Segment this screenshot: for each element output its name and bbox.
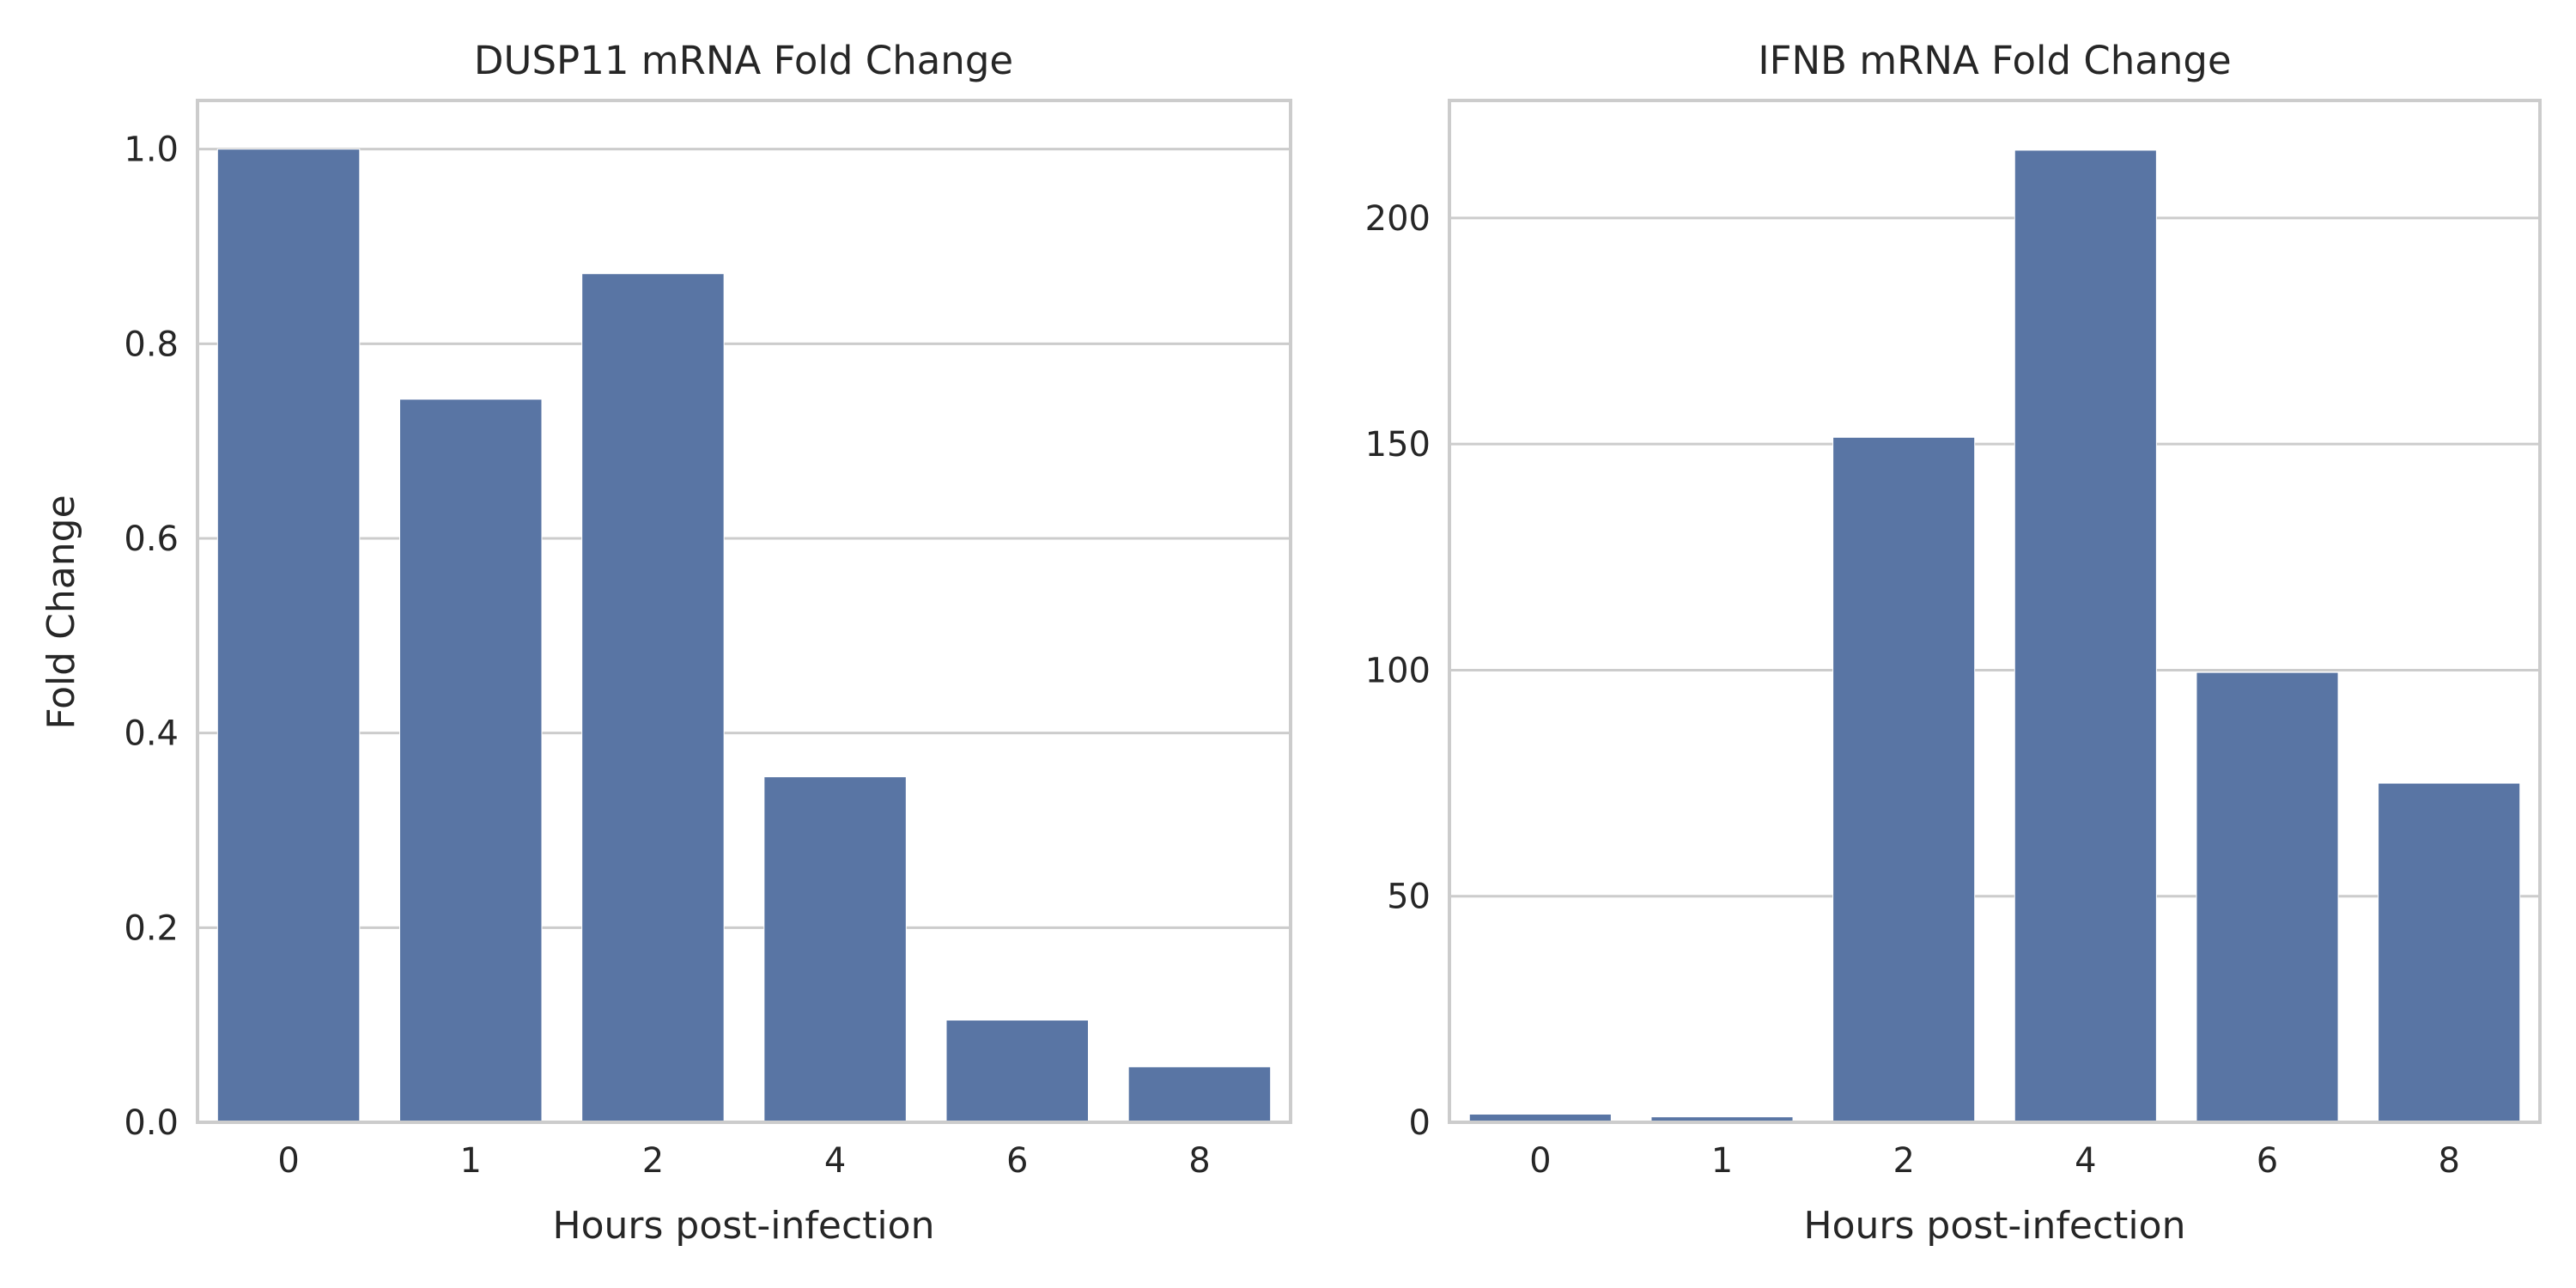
ifnb-bars <box>1468 149 2521 1123</box>
ifnb-y-tick-label: 200 <box>1365 199 1431 239</box>
dusp11-bar <box>399 398 543 1123</box>
ifnb-bar <box>2014 149 2157 1123</box>
dusp11-y-tick-label: 0.8 <box>124 325 179 364</box>
dusp11-bar <box>216 149 361 1123</box>
dusp11-x-tick-label: 2 <box>642 1141 664 1181</box>
dusp11-x-tick-label: 0 <box>277 1141 299 1181</box>
ifnb-x-axis-label: Hours post-infection <box>1804 1204 2186 1248</box>
ifnb-y-tick-label: 150 <box>1365 425 1431 465</box>
ifnb-x-tick-label: 6 <box>2257 1141 2278 1181</box>
ifnb-bar <box>1832 436 1976 1123</box>
ifnb-x-tick-label: 0 <box>1529 1141 1551 1181</box>
dusp11-x-tick-label: 1 <box>460 1141 482 1181</box>
dusp11-axes-spines <box>196 99 1292 1124</box>
dusp11-chart-title: DUSP11 mRNA Fold Change <box>474 38 1013 83</box>
dusp11-y-tick-label: 0.6 <box>124 519 179 559</box>
dusp11-y-axis-label: Fold Change <box>39 495 83 729</box>
dusp11-bar <box>1127 1066 1272 1123</box>
dusp11-y-tick-label: 1.0 <box>124 131 179 170</box>
dusp11-x-ticks: 0 1 2 4 6 8 <box>277 1141 1210 1181</box>
ifnb-y-tick-label: 0 <box>1409 1103 1431 1143</box>
dusp11-bar <box>581 273 725 1123</box>
ifnb-bar <box>2378 782 2521 1123</box>
dusp11-axes-frame <box>196 99 1292 1124</box>
dusp11-x-axis-label: Hours post-infection <box>553 1204 935 1248</box>
dusp11-bars <box>216 149 1272 1123</box>
ifnb-y-ticks: 0 50 100 150 200 <box>1365 199 1431 1143</box>
ifnb-y-tick-label: 50 <box>1387 878 1431 917</box>
dusp11-bar <box>763 776 907 1123</box>
dusp11-x-tick-label: 8 <box>1188 1141 1210 1181</box>
dusp11-x-tick-label: 4 <box>824 1141 846 1181</box>
ifnb-x-tick-label: 1 <box>1711 1141 1733 1181</box>
dusp11-y-tick-label: 0.0 <box>124 1103 179 1143</box>
ifnb-axes-spines <box>1448 99 2542 1124</box>
dusp11-chart-panel: DUSP11 mRNA Fold Change 0.0 0.2 0.4 0.6 0.8 1… <box>39 38 1292 1248</box>
ifnb-x-tick-label: 4 <box>2075 1141 2096 1181</box>
ifnb-axes-frame <box>1448 99 2542 1124</box>
dusp11-y-tick-label: 0.2 <box>124 908 179 948</box>
ifnb-x-tick-label: 8 <box>2438 1141 2459 1181</box>
dusp11-x-tick-label: 6 <box>1006 1141 1028 1181</box>
ifnb-chart-title: IFNB mRNA Fold Change <box>1758 38 2231 83</box>
ifnb-bar <box>2196 671 2339 1123</box>
dusp11-bar <box>945 1019 1089 1123</box>
ifnb-chart-panel: IFNB mRNA Fold Change 0 50 100 150 200 0 1 2 4 6… <box>1365 38 2542 1248</box>
dusp11-y-ticks: 0.0 0.2 0.4 0.6 0.8 1.0 <box>124 131 179 1143</box>
ifnb-x-ticks: 0 1 2 4 6 8 <box>1529 1141 2460 1181</box>
ifnb-y-tick-label: 100 <box>1365 651 1431 690</box>
dusp11-y-tick-label: 0.4 <box>124 714 179 754</box>
ifnb-x-tick-label: 2 <box>1893 1141 1914 1181</box>
